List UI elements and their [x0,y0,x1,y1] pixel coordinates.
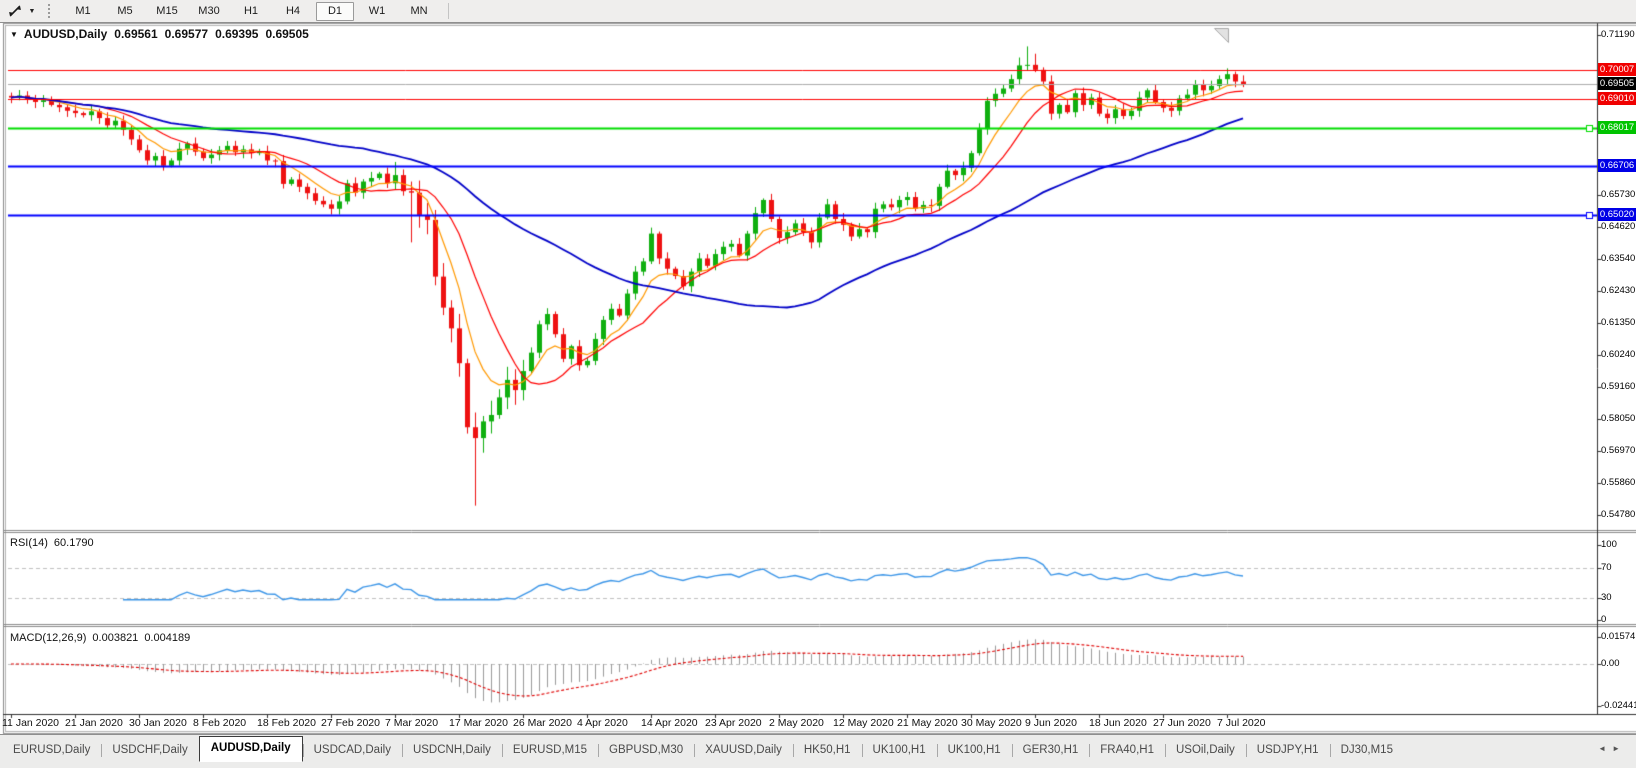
chevron-down-icon[interactable]: ▼ [10,30,18,39]
price-tick-label: 0.60240 [1601,349,1636,360]
level-price-badge[interactable]: 0.68017 [1598,121,1636,134]
macd-tick-label: -0.024415 [1601,700,1636,711]
date-label: 11 Jan 2020 [2,717,60,729]
price-tick-label: 0.71190 [1601,29,1635,40]
chart-tabbar: EURUSD,Daily USDCHF,Daily AUDUSD,Daily USDC… [0,734,1636,768]
toolbar-grip[interactable] [48,4,54,18]
toolbar-separator [448,3,449,19]
rsi-label: RSI(14) 60.1790 [10,537,94,549]
price-tick-label: 0.65730 [1601,189,1636,200]
price-tick-label: 0.59160 [1601,381,1636,392]
level-price-badge[interactable]: 0.70007 [1598,63,1636,76]
date-label: 17 Mar 2020 [449,717,508,729]
chart-tools-button[interactable] [4,2,26,20]
date-label: 30 May 2020 [961,717,1022,729]
chart-symbol-label: AUDUSD,Daily [23,27,108,41]
toolbar: ▼ M1 M5 M15 M30 H1 H4 D1 W1 MN [0,0,1636,23]
timeframe-button-d1[interactable]: D1 [316,1,354,21]
price-tick-label: 0.58050 [1601,413,1636,424]
timeframe-button-m30[interactable]: M30 [198,4,220,17]
timeframe-button-h4[interactable]: H4 [285,4,301,17]
date-label: 21 Jan 2020 [65,717,123,729]
ohlc-close: 0.69505 [265,27,309,41]
timeframe-buttons: M1 M5 M15 M30 H1 H4 D1 W1 MN [62,1,440,21]
tab-eurusd-daily[interactable]: EURUSD,Daily [13,744,91,756]
rsi-tick-label: 0 [1601,614,1607,625]
timeframe-button-mn[interactable]: MN [410,4,428,17]
date-label: 7 Jul 2020 [1217,717,1266,729]
level-price-badge[interactable]: 0.65020 [1598,208,1636,221]
tab-usdcnh-daily[interactable]: USDCNH,Daily [401,740,502,761]
timeframe-button-h1[interactable]: H1 [243,4,259,17]
tab-usdcad-daily[interactable]: USDCAD,Daily [302,740,402,761]
timeframe-button-m1[interactable]: M1 [75,4,91,17]
tab-audusd-daily[interactable]: AUDUSD,Daily [198,736,303,762]
tab-usdchf-daily[interactable]: USDCHF,Daily [101,740,198,761]
date-label: 21 May 2020 [897,717,958,729]
date-label: 30 Jan 2020 [129,717,187,729]
date-label: 18 Feb 2020 [257,717,316,729]
tab-gbpusd-m30[interactable]: GBPUSD,M30 [598,740,694,761]
diagonal-arrow-icon [9,5,21,17]
ohlc-low: 0.69395 [215,27,259,41]
price-tick-label: 0.64620 [1601,221,1636,232]
tab-uk100-h1[interactable]: UK100,H1 [936,740,1012,761]
price-tick-label: 0.63540 [1601,253,1636,264]
tab-usdjpy-h1[interactable]: USDJPY,H1 [1245,740,1330,761]
tab-ger30-h1[interactable]: GER30,H1 [1011,740,1090,761]
timeframe-button-w1[interactable]: W1 [368,4,386,17]
rsi-value: 60.1790 [53,537,94,549]
level-price-badge[interactable]: 0.69010 [1598,92,1636,105]
tab-dj30-m15[interactable]: DJ30,M15 [1329,740,1404,761]
tab-xauusd-daily[interactable]: XAUUSD,Daily [694,740,793,761]
date-label: 4 Apr 2020 [577,717,628,729]
tab-fra40-h1[interactable]: FRA40,H1 [1089,740,1165,761]
tab-eurusd-m15[interactable]: EURUSD,M15 [501,740,598,761]
date-label: 2 May 2020 [769,717,824,729]
macd-tick-label: 0.00 [1601,658,1620,669]
date-label: 23 Apr 2020 [705,717,762,729]
macd-label: MACD(12,26,9) 0.003821 0.004189 [10,632,190,644]
chart-tabs: EURUSD,Daily USDCHF,Daily AUDUSD,Daily USDC… [2,736,1404,762]
price-tick-label: 0.56970 [1601,445,1636,456]
date-label: 8 Feb 2020 [193,717,247,729]
tab-uk100-h1[interactable]: UK100,H1 [861,740,937,761]
macd-main-value: 0.003821 [92,632,139,644]
date-label: 12 May 2020 [833,717,894,729]
date-label: 18 Jun 2020 [1089,717,1147,729]
tab-scroll-right-icon[interactable]: ► [1612,744,1626,753]
macd-tick-label: 0.015741 [1601,631,1636,642]
tab-hk50-h1[interactable]: HK50,H1 [792,740,862,761]
timeframe-button-m15[interactable]: M15 [156,4,178,17]
rsi-name: RSI(14) [10,537,48,549]
level-price-badge[interactable]: 0.66706 [1598,159,1636,172]
price-tick-label: 0.61350 [1601,317,1636,328]
ohlc-high: 0.69577 [164,27,209,41]
date-label: 14 Apr 2020 [641,717,698,729]
rsi-tick-label: 30 [1601,592,1612,603]
chart-tools-dropdown[interactable]: ▼ [28,7,36,15]
date-label: 7 Mar 2020 [385,717,439,729]
rsi-tick-label: 100 [1601,539,1617,550]
tab-scroll-left-icon[interactable]: ◄ [1598,744,1613,753]
date-label: 26 Mar 2020 [513,717,572,729]
tab-usoil-daily[interactable]: USOil,Daily [1164,740,1246,761]
current-price-badge[interactable]: 0.69505 [1598,77,1636,90]
chart-title: ▼ AUDUSD,Daily 0.69561 0.69577 0.69395 0.6950… [10,27,309,41]
macd-signal-value: 0.004189 [144,632,191,644]
date-label: 27 Jun 2020 [1153,717,1211,729]
timeframe-button-m5[interactable]: M5 [117,4,133,17]
tab-scroll-arrows: ◄► [1598,744,1626,753]
price-tick-label: 0.55860 [1601,477,1636,488]
price-tick-label: 0.54780 [1601,509,1636,520]
price-tick-label: 0.62430 [1601,285,1636,296]
date-label: 27 Feb 2020 [321,717,380,729]
macd-name: MACD(12,26,9) [10,632,87,644]
rsi-tick-label: 70 [1601,562,1612,573]
ohlc-open: 0.69561 [114,27,158,41]
date-label: 9 Jun 2020 [1025,717,1077,729]
